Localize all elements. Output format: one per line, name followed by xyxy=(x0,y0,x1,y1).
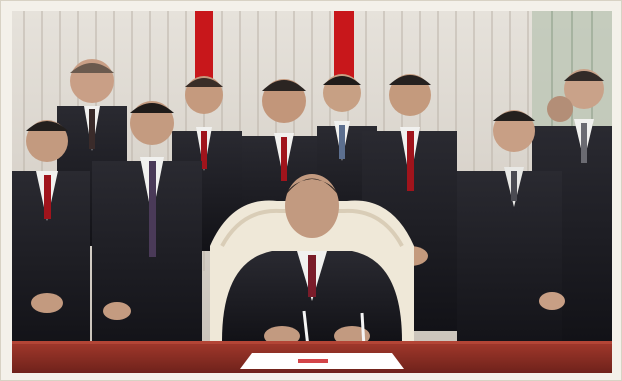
photo xyxy=(12,11,612,373)
photo-illustration xyxy=(12,11,612,373)
front-row xyxy=(12,101,565,356)
